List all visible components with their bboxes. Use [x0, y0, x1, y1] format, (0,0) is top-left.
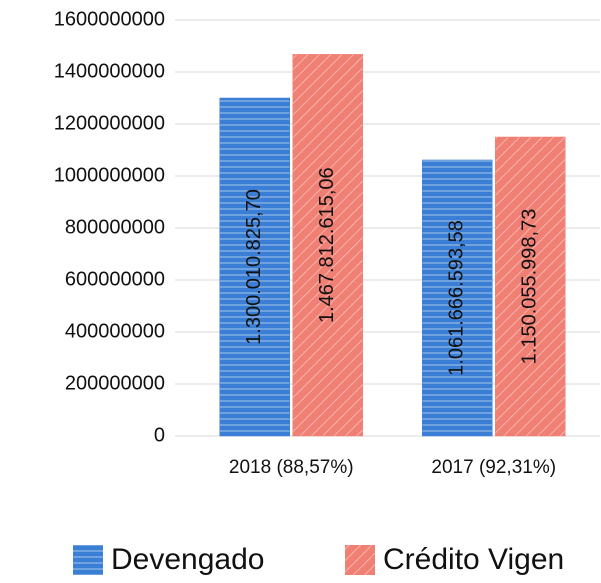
value-label: 1.300.010.825,70: [243, 189, 265, 345]
legend-label: Crédito Vigen: [383, 543, 564, 576]
x-tick-label: 2017 (92,31%): [431, 457, 556, 478]
legend-swatch: [73, 545, 103, 575]
y-tick-label: 800000000: [65, 216, 165, 238]
bar: [422, 159, 493, 437]
value-label: 1.467.812.615,06: [316, 167, 338, 323]
bar: [219, 97, 290, 437]
bar: [292, 54, 363, 437]
y-tick-label: 1000000000: [54, 164, 165, 186]
y-tick-label: 400000000: [65, 320, 165, 342]
x-tick-label: 2018 (88,57%): [229, 457, 354, 478]
legend-swatch: [345, 545, 375, 575]
y-tick-label: 1600000000: [54, 8, 165, 30]
y-tick-label: 1400000000: [54, 60, 165, 82]
bar: [495, 136, 566, 437]
y-tick-label: 1200000000: [54, 112, 165, 134]
value-label: 1.150.055.998,73: [519, 209, 541, 365]
y-tick-label: 0: [154, 424, 165, 446]
y-tick-label: 200000000: [65, 372, 165, 394]
value-label: 1.061.666.593,58: [446, 220, 468, 376]
y-tick-label: 600000000: [65, 268, 165, 290]
legend-label: Devengado: [111, 543, 264, 576]
